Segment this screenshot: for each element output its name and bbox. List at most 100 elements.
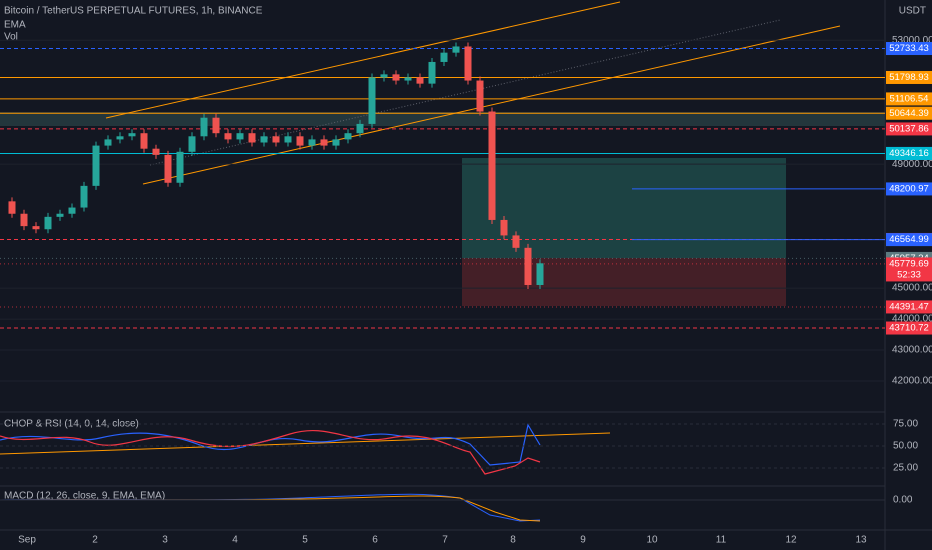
indicator-label: EMA <box>4 20 26 31</box>
price-tag <box>886 300 932 314</box>
candle <box>500 219 508 236</box>
candle <box>368 77 376 124</box>
candle <box>332 139 340 146</box>
price-tag-label: 52733.43 <box>889 43 929 54</box>
candle <box>428 61 436 84</box>
time-label: 8 <box>510 535 516 546</box>
price-tag <box>886 182 932 196</box>
price-tag <box>886 106 932 120</box>
time-label: 5 <box>302 535 308 546</box>
candle <box>200 117 208 137</box>
candle <box>488 111 496 220</box>
time-label: 10 <box>646 535 658 546</box>
rsi-tick-label: 50.00 <box>893 441 918 452</box>
candle <box>236 133 244 140</box>
chart-title: Bitcoin / TetherUS PERPETUAL FUTURES, 1h… <box>4 6 263 17</box>
price-tag <box>886 146 932 160</box>
candle <box>464 46 472 81</box>
rsi-line <box>0 430 541 475</box>
candle <box>524 247 532 285</box>
candle <box>152 148 160 155</box>
rsi-trendline <box>0 432 611 455</box>
stop-zone <box>462 258 786 306</box>
candle <box>320 139 328 146</box>
price-tag <box>886 233 932 247</box>
rsi-tick-label: 75.00 <box>893 419 918 430</box>
price-tick-label: 53000.00 <box>892 35 932 46</box>
macd-tick-label: 0.00 <box>893 495 913 506</box>
time-label: 13 <box>855 535 867 546</box>
candle <box>20 213 28 227</box>
price-tag <box>886 92 932 106</box>
price-tag <box>886 257 932 282</box>
candle <box>140 133 148 149</box>
candle <box>308 139 316 146</box>
price-tag-label: 50644.39 <box>889 108 929 119</box>
pane-title: MACD (12, 26, close, 9, EMA, EMA) <box>4 491 165 502</box>
price-tag <box>886 321 932 335</box>
currency-label: USDT <box>899 6 926 17</box>
candle <box>392 74 400 81</box>
price-tag-label: 44391.47 <box>889 301 929 312</box>
time-label: 9 <box>580 535 586 546</box>
price-tag-label: 50137.86 <box>889 123 929 134</box>
price-tag-label: 51798.93 <box>889 72 929 83</box>
candle <box>404 77 412 81</box>
time-label: 6 <box>372 535 378 546</box>
candle <box>416 77 424 84</box>
time-label: 7 <box>442 535 448 546</box>
price-tick-label: 45000.00 <box>892 283 932 294</box>
time-label: 2 <box>92 535 98 546</box>
countdown: 52:33 <box>897 269 921 280</box>
price-tick-label: 49000.00 <box>892 159 932 170</box>
price-tick-label: 43000.00 <box>892 345 932 356</box>
candle <box>32 226 40 230</box>
candle <box>128 133 136 137</box>
candle <box>56 213 64 217</box>
candle <box>272 136 280 143</box>
price-tag <box>886 42 932 56</box>
time-label: Sep <box>18 535 36 546</box>
candle <box>536 263 544 285</box>
candle <box>116 136 124 140</box>
candle <box>212 117 220 134</box>
price-tag-label: 48200.97 <box>889 183 929 194</box>
time-label: 4 <box>232 535 238 546</box>
candle <box>44 216 52 230</box>
price-tag-label: 46564.99 <box>889 234 929 245</box>
candle <box>164 154 172 183</box>
candle <box>248 133 256 143</box>
rsi-tick-label: 25.00 <box>893 463 918 474</box>
candle <box>104 139 112 146</box>
candle <box>68 207 76 214</box>
pane-title: CHOP & RSI (14, 0, 14, close) <box>4 419 139 430</box>
candle <box>188 136 196 152</box>
indicator-label: Vol <box>4 32 18 43</box>
price-tag-label: 51106.54 <box>890 93 929 104</box>
candle <box>260 136 268 143</box>
candle <box>452 46 460 53</box>
candle <box>224 133 232 140</box>
candle <box>92 145 100 186</box>
candle <box>284 136 292 143</box>
candle <box>344 133 352 140</box>
trendline <box>142 25 841 185</box>
candle <box>440 52 448 62</box>
candle <box>380 74 388 78</box>
price-tag-label: 45779.69 <box>889 258 929 269</box>
candle <box>8 201 16 214</box>
price-tick-label: 44000.00 <box>892 314 932 325</box>
zone-band <box>0 112 885 126</box>
price-tag <box>886 70 932 84</box>
price-tick-label: 42000.00 <box>892 376 932 387</box>
price-tag-label: 49346.16 <box>889 148 929 159</box>
time-label: 11 <box>716 535 727 546</box>
price-tag <box>886 122 932 136</box>
candle <box>356 123 364 134</box>
time-label: 3 <box>162 535 168 546</box>
candle <box>296 136 304 146</box>
candle <box>512 235 520 248</box>
time-label: 12 <box>785 535 797 546</box>
candle <box>176 151 184 183</box>
